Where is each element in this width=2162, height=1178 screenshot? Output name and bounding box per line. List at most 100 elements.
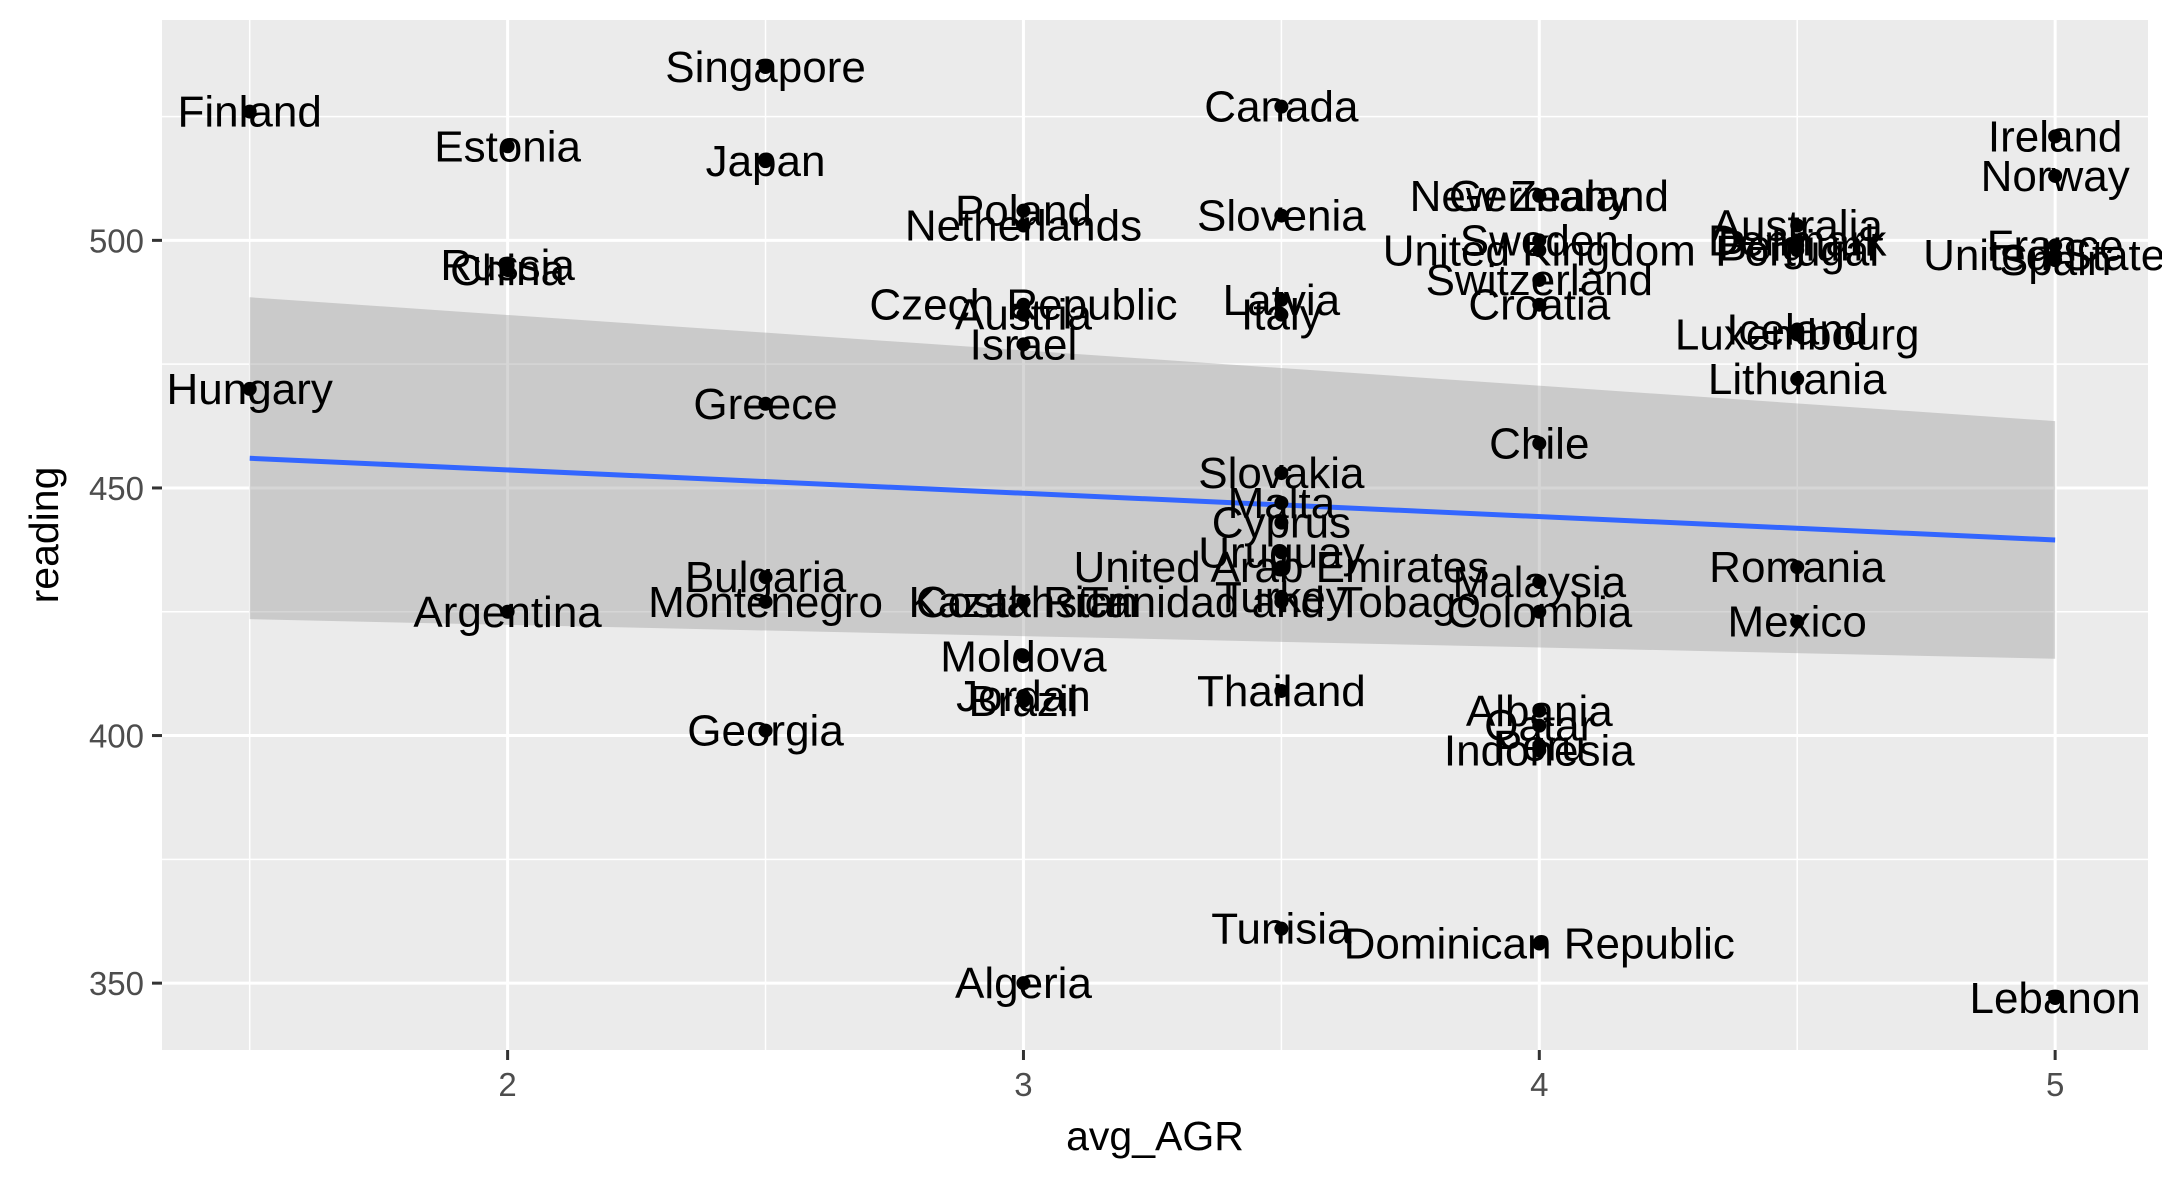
data-point	[758, 60, 773, 75]
point-label: Albania	[1466, 687, 1613, 736]
data-point	[1016, 649, 1031, 664]
point-label: Thailand	[1197, 667, 1366, 716]
point-label: Denmark	[1708, 216, 1887, 265]
data-point	[1532, 233, 1547, 248]
data-point	[758, 396, 773, 411]
point-label: United States	[1923, 231, 2162, 280]
point-label: Qatar	[1484, 702, 1594, 751]
point-label: Poland	[955, 187, 1092, 236]
data-point	[1790, 614, 1805, 629]
data-point	[758, 723, 773, 738]
point-label: Finland	[178, 88, 322, 137]
y-tick-label: 350	[89, 965, 144, 1002]
points-layer	[242, 60, 2063, 1006]
point-label: Sweden	[1460, 216, 1619, 265]
point-label: Indonesia	[1444, 726, 1635, 775]
data-point	[1274, 589, 1289, 604]
data-point	[2048, 129, 2063, 144]
data-point	[1532, 604, 1547, 619]
point-label: Switzerland	[1426, 256, 1653, 305]
point-label: Turkey	[1215, 573, 1348, 622]
point-label: Lebanon	[1969, 974, 2140, 1023]
point-label: Ireland	[1988, 112, 2123, 161]
x-axis-title: avg_AGR	[1066, 1113, 1244, 1159]
point-label: Dominican Republic	[1344, 920, 1735, 969]
data-point	[1274, 307, 1289, 322]
y-tick-label: 500	[89, 222, 144, 259]
point-label: Spain	[1999, 236, 2112, 285]
data-point	[2048, 253, 2063, 268]
data-point	[758, 594, 773, 609]
point-label: Slovakia	[1198, 449, 1365, 498]
point-label: Singapore	[665, 43, 866, 92]
point-label: Moldova	[940, 632, 1107, 681]
point-label: Estonia	[434, 122, 581, 171]
data-point	[1790, 243, 1805, 258]
point-label: New Zealand	[1410, 172, 1669, 221]
point-label: Brazil	[968, 677, 1078, 726]
point-label: Costa Rica	[916, 578, 1132, 627]
y-tick-label: 400	[89, 718, 144, 755]
data-point	[1532, 436, 1547, 451]
point-label: Israel	[970, 320, 1078, 369]
point-label: Mexico	[1728, 598, 1867, 647]
data-point	[242, 381, 257, 396]
point-label: Cyprus	[1212, 499, 1351, 548]
point-label: Peru	[1493, 721, 1586, 770]
data-point	[1790, 560, 1805, 575]
data-point	[758, 154, 773, 169]
trend-line	[249, 455, 2056, 543]
point-label: Malta	[1228, 479, 1336, 528]
point-label: Italy	[1241, 291, 1322, 340]
data-point	[1790, 322, 1805, 337]
data-point	[1016, 218, 1031, 233]
point-label: Jordan	[956, 672, 1091, 721]
data-point	[1274, 921, 1289, 936]
data-point	[1274, 466, 1289, 481]
data-point	[242, 104, 257, 119]
point-label: Belgium	[1718, 221, 1877, 270]
point-label: Uruguay	[1198, 528, 1364, 577]
point-label: Trinidad and Tobago	[1082, 578, 1481, 627]
point-label: Japan	[706, 137, 826, 186]
point-label: Austria	[955, 291, 1092, 340]
point-label: Germany	[1449, 172, 1630, 221]
point-label: Georgia	[687, 707, 844, 756]
point-label: Bulgaria	[685, 553, 847, 602]
data-point	[1274, 560, 1289, 575]
data-point	[1790, 372, 1805, 387]
point-label: China	[450, 246, 565, 295]
point-label: Kazakhstan	[908, 578, 1138, 627]
data-point	[1016, 297, 1031, 312]
x-tick-label: 4	[1530, 1066, 1548, 1103]
point-label: Latvia	[1223, 276, 1341, 325]
y-tick-label: 450	[89, 470, 144, 507]
data-point	[1532, 703, 1547, 718]
point-label: Tunisia	[1211, 905, 1352, 954]
point-label: Argentina	[413, 588, 602, 637]
point-label: Russia	[440, 241, 575, 290]
data-point	[1532, 272, 1547, 287]
point-label: Netherlands	[905, 202, 1142, 251]
grid-major	[162, 20, 2148, 1050]
data-point	[1274, 683, 1289, 698]
data-point	[1274, 99, 1289, 114]
data-point	[1016, 594, 1031, 609]
point-label: Montenegro	[648, 578, 883, 627]
x-axis: 2 3 4 5	[498, 1050, 2064, 1103]
y-axis: 350 400 450 500	[89, 222, 162, 1002]
point-label: Australia	[1712, 202, 1884, 251]
point-label: France	[1987, 221, 2124, 270]
data-point	[1532, 188, 1547, 203]
point-label: Lithuania	[1708, 355, 1887, 404]
data-point	[1532, 297, 1547, 312]
point-label: Greece	[693, 380, 837, 429]
data-point	[500, 604, 515, 619]
point-label: Norway	[1981, 152, 2130, 201]
data-point	[2048, 168, 2063, 183]
point-label: Chile	[1489, 419, 1589, 468]
trend-layer	[249, 297, 2056, 659]
point-label: Hungary	[167, 365, 333, 414]
data-point	[1016, 693, 1031, 708]
